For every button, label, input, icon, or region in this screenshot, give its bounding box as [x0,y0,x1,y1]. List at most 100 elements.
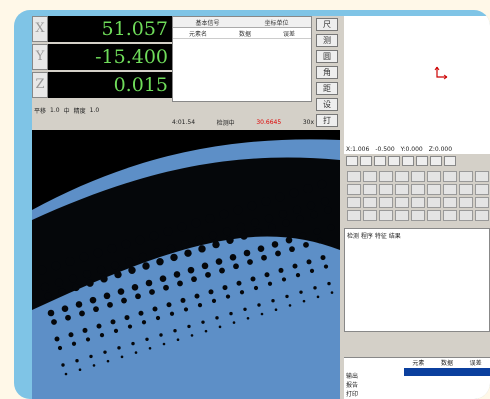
measure-tool-button[interactable] [459,210,473,221]
label-2[interactable]: 报告 [346,382,359,389]
camera-view[interactable] [32,130,340,399]
halftone-dot [205,214,215,224]
label-3[interactable]: 打印 [346,391,359,398]
measure-tool-button[interactable] [347,197,361,208]
measure-tool-button[interactable] [411,197,425,208]
tb-4[interactable] [388,156,400,166]
measure-tool-button[interactable] [395,210,409,221]
tool-button-4[interactable]: 角 [316,66,338,79]
halftone-dot [141,320,147,325]
measure-tool-button[interactable] [363,184,377,195]
col-error[interactable]: 误差 [282,30,295,38]
status-3[interactable]: 中 [63,107,70,115]
col-data[interactable]: 数据 [238,30,251,38]
measure-tool-button[interactable] [363,197,377,208]
tool-button-6[interactable]: 设 [316,98,338,111]
measure-tool-button[interactable] [459,197,473,208]
halftone-dot [303,184,313,194]
measure-tool-button[interactable] [379,210,393,221]
status-5[interactable]: 1.0 [89,106,100,114]
status-4[interactable]: 精度 [73,107,86,115]
tb-3[interactable] [374,156,386,166]
measure-tool-button[interactable] [475,197,489,208]
halftone-dot [257,303,261,307]
measure-tool-button[interactable] [347,184,361,195]
halftone-dot [72,283,80,292]
halftone-dot [82,327,88,333]
measure-tool-button[interactable] [347,210,361,221]
halftone-dot [271,299,275,303]
result-col-2[interactable]: 数据 [440,360,453,367]
tb-7[interactable] [430,156,442,166]
measure-tool-button[interactable] [427,171,441,182]
label-1[interactable]: 输出 [346,373,359,380]
result-header: 元素 数据 误差 [404,358,490,368]
measure-tool-button[interactable] [411,210,425,221]
tb-6[interactable] [416,156,428,166]
tb-8[interactable] [444,156,456,166]
result-col-1[interactable]: 元素 [412,360,425,367]
program-text[interactable]: 检测 程序 特征 结果 [344,228,490,332]
result-table: 元素 数据 误差 输出 报告 打印 导出 [344,357,490,399]
result-labels: 输出 报告 打印 导出 [346,372,358,399]
measure-tool-button[interactable] [427,210,441,221]
right-toolbar [344,154,490,168]
z-axis-row: Z 0.015 [32,72,172,98]
measure-tool-button[interactable] [443,184,457,195]
measure-tool-button[interactable] [395,184,409,195]
measure-tool-button[interactable] [443,171,457,182]
tool-button-1[interactable]: 尺 [316,18,338,31]
measure-tool-button[interactable] [475,171,489,182]
measure-tool-button[interactable] [363,171,377,182]
y-axis-label[interactable]: Y [32,44,48,70]
measure-tool-button[interactable] [427,197,441,208]
measure-tool-button[interactable] [363,210,377,221]
selected-row[interactable] [404,368,490,376]
tool-button-3[interactable]: 圆 [316,50,338,63]
tb-5[interactable] [402,156,414,166]
halftone-dot [176,338,180,342]
z-axis-label[interactable]: Z [32,72,48,98]
result-col-3[interactable]: 误差 [469,360,482,367]
halftone-dot [85,337,91,342]
halftone-dot [191,276,197,283]
halftone-dot [261,254,267,261]
tool-button-7[interactable]: 打 [316,114,338,127]
measure-tool-button[interactable] [379,171,393,182]
measure-tool-button[interactable] [459,184,473,195]
halftone-dot [313,286,317,290]
halftone-dot [128,266,136,274]
halftone-dot [289,188,299,198]
status-1[interactable]: 平移 [34,107,47,115]
x-axis-label[interactable]: X [32,16,48,42]
col-name[interactable]: 元素名 [188,30,207,38]
x-readout: 51.057 [48,16,172,42]
tb-1[interactable] [346,156,358,166]
zoom-select[interactable]: 30x [302,118,314,126]
tb-2[interactable] [360,156,372,166]
measure-tool-button[interactable] [443,210,457,221]
halftone-dot [54,278,64,287]
measure-tool-button[interactable] [395,171,409,182]
measure-tool-button[interactable] [395,197,409,208]
y-axis-row: Y -15.400 [32,44,172,70]
measure-tool-button[interactable] [443,197,457,208]
measure-tool-button[interactable] [427,184,441,195]
measure-tool-button[interactable] [459,171,473,182]
halftone-dot [310,210,318,219]
measure-tool-button[interactable] [379,184,393,195]
status-2[interactable]: 1.0 [50,106,60,114]
measure-tool-button[interactable] [411,184,425,195]
measure-tool-button[interactable] [475,184,489,195]
graphic-view[interactable] [344,16,490,144]
halftone-dot [173,271,181,278]
halftone-dot [44,292,52,300]
measure-tool-button[interactable] [347,171,361,182]
measure-tool-button[interactable] [475,210,489,221]
program-tabs[interactable]: 检测 程序 特征 结果 [347,233,401,240]
measure-tool-button[interactable] [411,171,425,182]
measure-tool-button[interactable] [379,197,393,208]
tool-button-5[interactable]: 距 [316,82,338,95]
coord-1: X:1.006 [346,145,370,153]
tool-button-2[interactable]: 测 [316,34,338,47]
